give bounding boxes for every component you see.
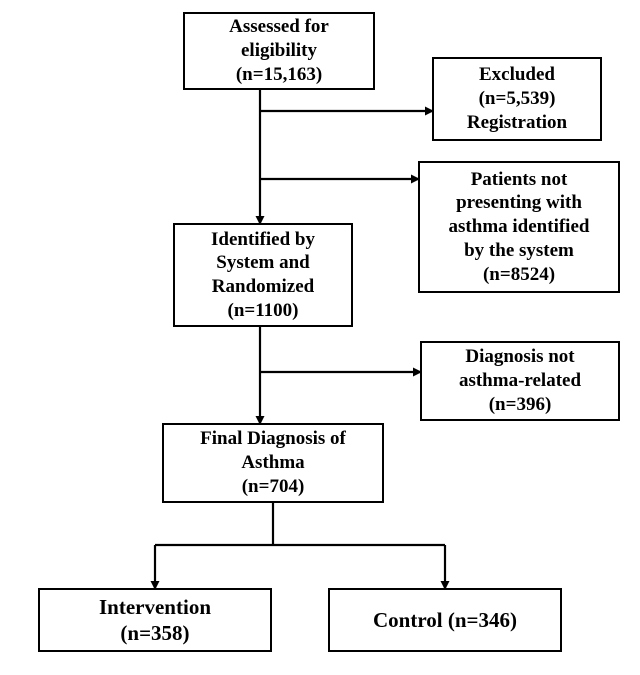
node-diag-not: Diagnosis not asthma-related (n=396) xyxy=(420,341,620,421)
text: (n=5,539) xyxy=(479,87,556,111)
text: Registration xyxy=(467,111,567,135)
node-control: Control (n=346) xyxy=(328,588,562,652)
text: Final Diagnosis of xyxy=(200,427,346,451)
node-assessed: Assessed for eligibility (n=15,163) xyxy=(183,12,375,90)
text: Diagnosis not xyxy=(465,345,574,369)
text: (n=8524) xyxy=(483,263,555,287)
text: Asthma xyxy=(241,451,304,475)
text: presenting with xyxy=(456,191,582,215)
text: Identified by xyxy=(211,228,315,252)
text: Control (n=346) xyxy=(373,607,517,633)
node-not-presenting: Patients not presenting with asthma iden… xyxy=(418,161,620,293)
text: Intervention xyxy=(99,594,211,620)
text: (n=358) xyxy=(120,620,189,646)
text: Patients not xyxy=(471,168,568,192)
text: Excluded xyxy=(479,63,555,87)
text: asthma-related xyxy=(459,369,581,393)
text: Randomized xyxy=(212,275,314,299)
text: (n=704) xyxy=(242,475,305,499)
text: asthma identified xyxy=(449,215,590,239)
text: by the system xyxy=(464,239,574,263)
text: eligibility xyxy=(241,39,317,63)
text: (n=396) xyxy=(489,393,552,417)
node-excluded: Excluded (n=5,539) Registration xyxy=(432,57,602,141)
node-final: Final Diagnosis of Asthma (n=704) xyxy=(162,423,384,503)
text: System and xyxy=(216,251,309,275)
text: Assessed for xyxy=(229,15,329,39)
node-intervention: Intervention (n=358) xyxy=(38,588,272,652)
text: (n=15,163) xyxy=(236,63,322,87)
text: (n=1100) xyxy=(228,299,299,323)
node-identified: Identified by System and Randomized (n=1… xyxy=(173,223,353,327)
